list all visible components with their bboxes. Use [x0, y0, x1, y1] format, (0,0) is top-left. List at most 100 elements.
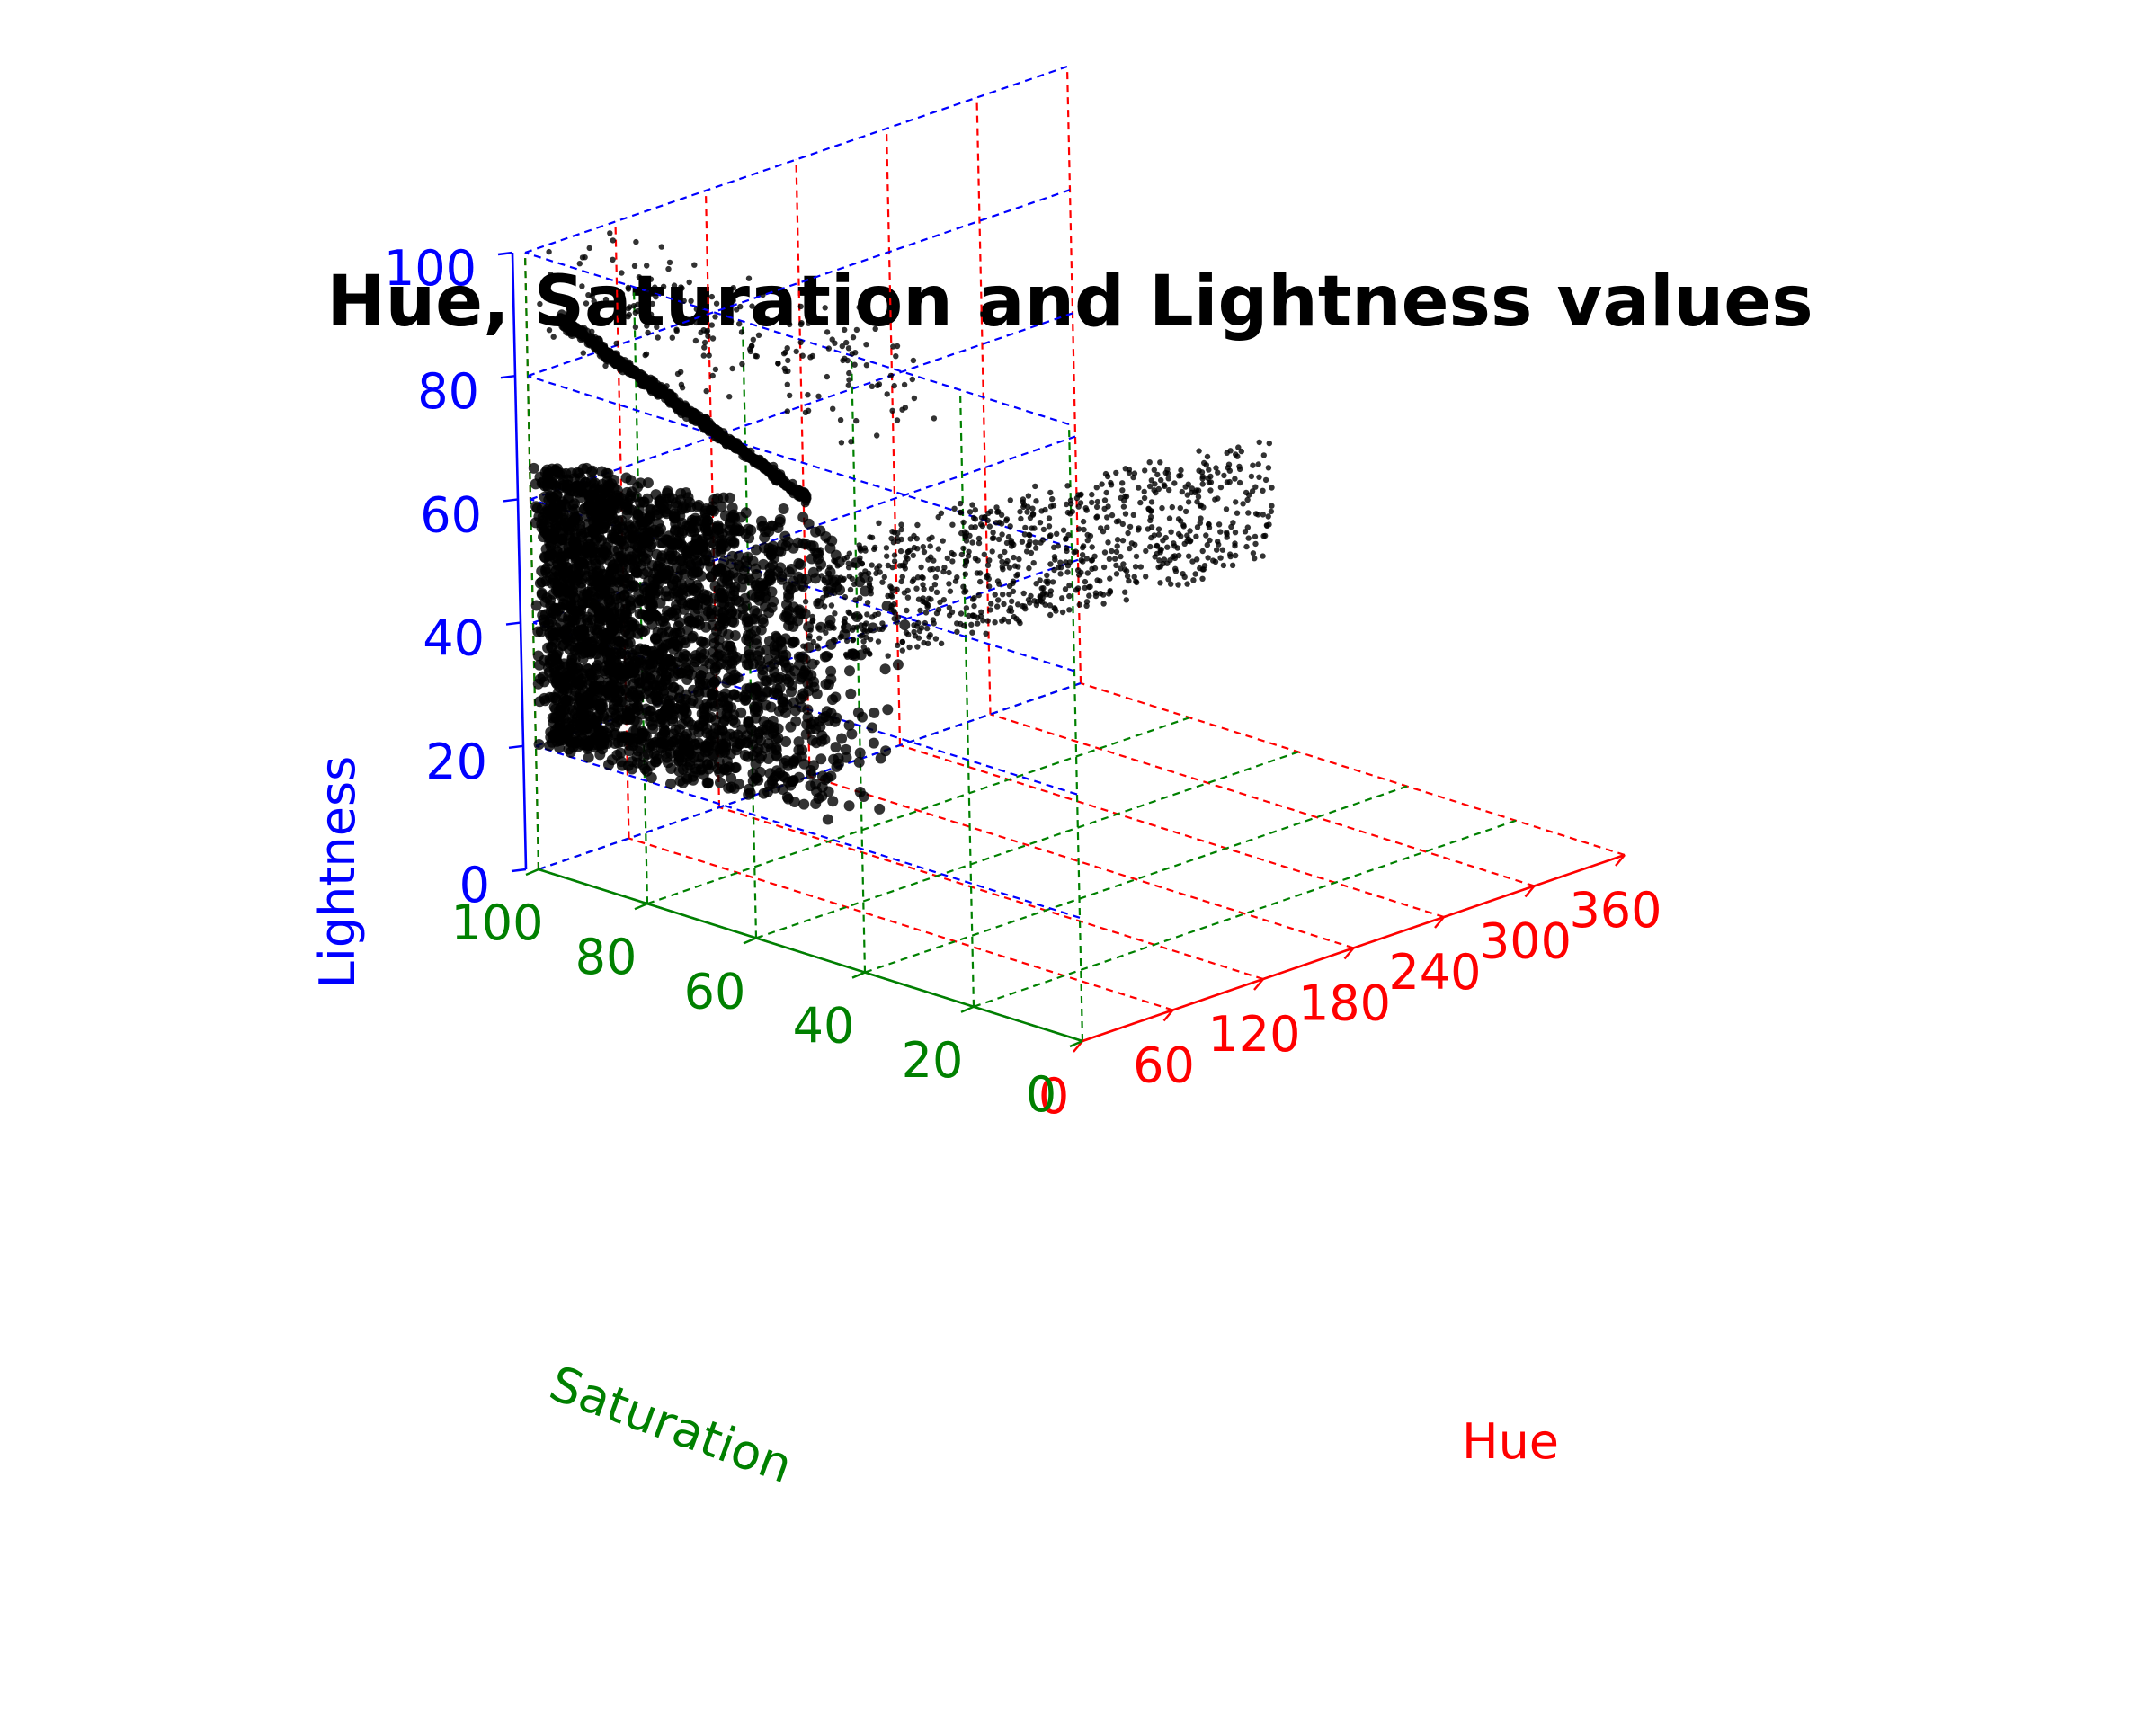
floor-gridline-hue	[990, 713, 1535, 887]
scatter-point	[885, 562, 891, 569]
scatter-point	[894, 535, 900, 541]
scatter-point	[618, 524, 629, 535]
scatter-point	[1158, 476, 1164, 484]
scatter-point	[960, 519, 967, 526]
scatter-point	[726, 394, 733, 400]
z-tick-mark	[500, 375, 516, 379]
scatter-point	[887, 372, 895, 379]
scatter-point	[1028, 549, 1035, 556]
scatter-point	[921, 548, 928, 556]
scatter-point	[1240, 501, 1246, 507]
scatter-point	[836, 733, 848, 744]
scatter-point	[828, 602, 835, 609]
scatter-point	[810, 638, 816, 645]
scatter-point	[707, 690, 718, 701]
scatter-point	[743, 452, 753, 462]
scatter-point	[593, 728, 605, 739]
scatter-point	[1195, 494, 1202, 500]
scatter-point	[554, 681, 566, 693]
scatter-point	[562, 479, 574, 491]
floor-gridline-hue	[1080, 681, 1626, 857]
scatter-point	[1060, 527, 1067, 533]
scatter-point	[625, 314, 631, 320]
scatter-point	[1064, 501, 1070, 508]
scatter-point	[784, 345, 790, 352]
scatter-point	[750, 634, 762, 645]
scatter-point	[539, 692, 550, 704]
scatter-point	[731, 521, 743, 533]
scatter-point	[666, 259, 673, 266]
scatter-point	[1120, 561, 1127, 567]
scatter-point	[708, 728, 720, 740]
scatter-point	[946, 612, 953, 619]
scatter-point	[702, 745, 714, 757]
scatter-point	[555, 590, 566, 601]
scatter-point	[852, 597, 859, 603]
scatter-point	[1104, 524, 1110, 530]
scatter-point	[839, 343, 845, 350]
scatter-point	[655, 380, 661, 387]
scatter-point	[894, 586, 900, 592]
scatter-point	[1018, 515, 1024, 522]
scatter-point	[1011, 541, 1017, 548]
scatter-point	[1178, 533, 1184, 539]
scatter-point	[637, 728, 648, 740]
scatter-point	[989, 548, 995, 555]
scatter-point	[894, 343, 901, 350]
scatter-point	[644, 663, 655, 675]
scatter-point	[1207, 537, 1213, 544]
scatter-point	[629, 554, 641, 565]
scatter-point	[1079, 552, 1086, 558]
scatter-point	[848, 439, 854, 445]
scatter-point	[768, 658, 779, 670]
scatter-point	[596, 349, 603, 355]
x-tick-mark	[1343, 947, 1355, 960]
scatter-point	[1073, 548, 1079, 555]
scatter-point	[830, 637, 837, 643]
scatter-point	[1157, 564, 1164, 570]
x-tick-mark	[1253, 978, 1264, 991]
scatter-point	[758, 585, 770, 597]
scatter-point	[863, 620, 869, 627]
scatter-point	[860, 638, 867, 645]
scatter-point	[799, 613, 806, 620]
scatter-point	[901, 563, 907, 569]
scatter-point	[577, 329, 587, 339]
scatter-point	[1195, 487, 1202, 494]
scatter-point	[869, 562, 875, 568]
scatter-point	[1269, 485, 1275, 491]
scatter-point	[776, 574, 788, 585]
scatter-point	[618, 639, 629, 651]
scatter-point	[705, 571, 717, 583]
scatter-point	[802, 711, 814, 723]
scatter-point	[1137, 499, 1144, 506]
scatter-point	[1199, 476, 1206, 482]
scatter-point	[716, 597, 727, 609]
scatter-point	[657, 500, 669, 512]
scatter-point	[608, 545, 619, 556]
scatter-point	[767, 778, 779, 789]
scatter-point	[863, 342, 869, 348]
scatter-point	[850, 637, 857, 643]
scatter-point	[1066, 559, 1073, 565]
scatter-point	[824, 373, 830, 380]
scatter-point	[616, 515, 628, 526]
back-wall-gridline-hue	[1065, 66, 1082, 684]
scatter-point	[714, 767, 726, 779]
scatter-point	[1155, 531, 1162, 538]
scatter-point	[1100, 564, 1108, 571]
scatter-point	[644, 528, 655, 539]
z-tick-mark	[503, 498, 519, 503]
scatter-point	[858, 571, 864, 578]
scatter-point	[1207, 487, 1214, 494]
scatter-point	[911, 576, 917, 583]
scatter-point	[822, 305, 828, 311]
scatter-point	[601, 633, 612, 645]
scatter-point	[1136, 485, 1142, 491]
side-wall-gridline-saturation	[850, 355, 867, 973]
scatter-point	[742, 613, 753, 625]
scatter-point	[690, 411, 700, 421]
scatter-point	[726, 435, 736, 445]
scatter-point	[1021, 531, 1029, 538]
